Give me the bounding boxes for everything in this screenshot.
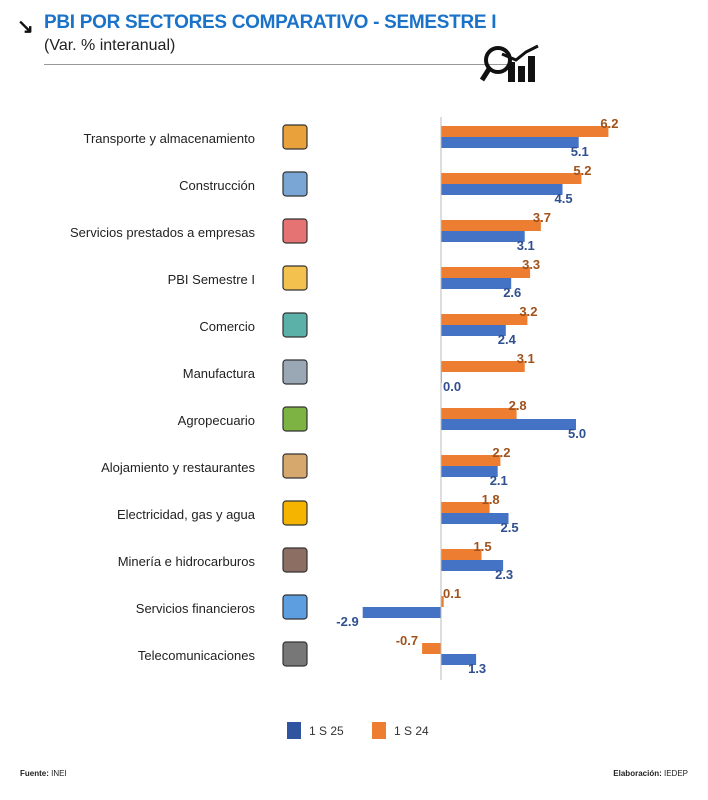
bar-1s24 — [441, 502, 490, 513]
data-label: 2.1 — [490, 473, 508, 488]
data-label: 2.4 — [498, 332, 517, 347]
bar-1s24 — [441, 314, 528, 325]
data-label: 1.8 — [482, 492, 500, 507]
category-label: Servicios prestados a empresas — [70, 225, 255, 240]
legend-label: 1 S 24 — [394, 723, 429, 738]
credit-note: Elaboración: IEDEP — [613, 769, 688, 778]
sector-icon — [282, 171, 308, 197]
data-label: 2.5 — [501, 520, 519, 535]
credit-value: IEDEP — [663, 769, 688, 778]
analytics-magnifier-icon — [480, 44, 539, 82]
bar-1s24 — [441, 173, 582, 184]
bar-1s25 — [441, 560, 504, 571]
category-label: PBI Semestre I — [168, 272, 255, 287]
sector-icon — [282, 547, 308, 573]
data-label: -0.7 — [396, 633, 418, 648]
bar-1s25 — [441, 231, 525, 242]
bar-chart: Transporte y almacenamiento 6.2 5.1 Constru… — [70, 116, 618, 680]
category-label: Alojamiento y restaurantes — [101, 460, 255, 475]
category-label: Construcción — [179, 178, 255, 193]
data-label: 0.0 — [443, 379, 461, 394]
credit-label: Elaboración: — [613, 769, 662, 778]
sector-icon — [282, 312, 308, 338]
bar-1s25 — [441, 513, 509, 524]
data-label: 3.1 — [517, 351, 535, 366]
data-label: 2.2 — [492, 445, 510, 460]
category-label: Transporte y almacenamiento — [84, 131, 256, 146]
data-label: -2.9 — [336, 614, 358, 629]
sector-icon — [282, 218, 308, 244]
data-label: 5.1 — [571, 144, 589, 159]
bar-1s25 — [441, 184, 563, 195]
data-label: 1.3 — [468, 661, 486, 676]
category-label: Agropecuario — [178, 413, 255, 428]
legend-item-1s24: 1 S 24 — [372, 722, 429, 739]
legend-swatch-1s25 — [287, 722, 301, 739]
divider — [44, 64, 514, 65]
bar-1s25 — [441, 654, 477, 665]
data-label: 4.5 — [555, 191, 573, 206]
category-label: Comercio — [199, 319, 255, 334]
source-note: Fuente: INEI — [20, 769, 67, 778]
bar-1s25 — [362, 607, 441, 618]
legend-label: 1 S 25 — [309, 723, 344, 738]
legend-item-1s25: 1 S 25 — [287, 722, 344, 739]
bar-1s24 — [441, 455, 501, 466]
chart-title: PBI POR SECTORES COMPARATIVO - SEMESTRE … — [44, 12, 497, 33]
bar-1s24 — [441, 596, 444, 607]
chart-subtitle: (Var. % interanual) — [44, 37, 176, 54]
bar-1s25 — [441, 278, 512, 289]
bar-1s24 — [441, 220, 541, 231]
sector-icon — [282, 406, 308, 432]
sector-icon — [282, 500, 308, 526]
data-label: 3.7 — [533, 210, 551, 225]
data-label: 3.1 — [517, 238, 535, 253]
data-label: 2.3 — [495, 567, 513, 582]
bar-1s24 — [441, 408, 517, 419]
sector-icon — [282, 124, 308, 150]
source-value: INEI — [51, 769, 67, 778]
sector-icon — [282, 453, 308, 479]
sector-icon — [282, 359, 308, 385]
data-label: 1.5 — [474, 539, 492, 554]
bar-1s25 — [441, 137, 579, 148]
data-label: 3.3 — [522, 257, 540, 272]
bar-1s25 — [441, 325, 506, 336]
category-label: Telecomunicaciones — [138, 648, 256, 663]
sector-icon — [282, 265, 308, 291]
legend-swatch-1s24 — [372, 722, 386, 739]
bar-1s25 — [441, 466, 498, 477]
category-label: Electricidad, gas y agua — [117, 507, 256, 522]
sector-icon — [282, 594, 308, 620]
bar-1s24 — [441, 267, 531, 278]
bar-1s25 — [441, 419, 576, 430]
bar-1s24 — [441, 126, 609, 137]
category-label: Minería e hidrocarburos — [118, 554, 256, 569]
data-label: 3.2 — [519, 304, 537, 319]
sector-icon — [282, 641, 308, 667]
source-label: Fuente: — [20, 769, 49, 778]
bar-1s24 — [422, 643, 441, 654]
data-label: 2.8 — [509, 398, 527, 413]
data-label: 5.2 — [573, 163, 591, 178]
data-label: 2.6 — [503, 285, 521, 300]
arrow-icon: ↘ — [17, 16, 34, 38]
category-label: Servicios financieros — [136, 601, 256, 616]
bar-1s24 — [441, 361, 525, 372]
bar-1s24 — [441, 549, 482, 560]
category-label: Manufactura — [183, 366, 256, 381]
data-label: 5.0 — [568, 426, 586, 441]
data-label: 6.2 — [600, 116, 618, 131]
data-label: 0.1 — [443, 586, 461, 601]
